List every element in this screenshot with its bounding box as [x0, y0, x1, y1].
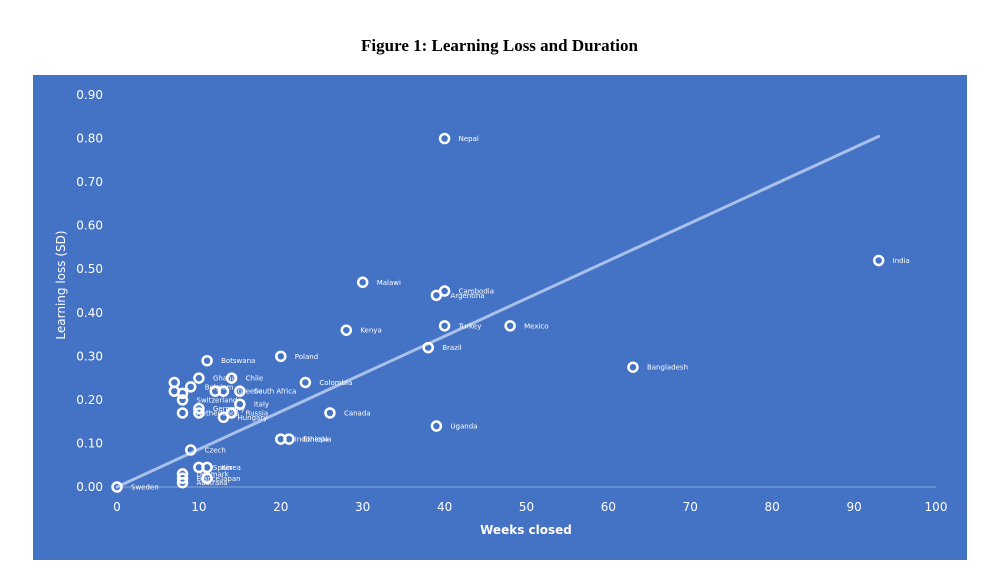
x-tick-label: 40 [437, 500, 452, 514]
data-point-label: Hungary [237, 414, 267, 422]
data-point-label: Cambodia [459, 288, 494, 296]
x-axis-title: Weeks closed [480, 523, 572, 537]
data-point-label: Sweden [131, 484, 159, 492]
data-point-label: Ethiopia [303, 436, 332, 444]
data-point [193, 372, 205, 384]
data-point [438, 320, 451, 332]
y-axis-title: Learning loss (SD) [54, 230, 68, 339]
x-tick-label: 0 [113, 500, 121, 514]
data-point-label: Netherlands [197, 409, 240, 417]
data-point [193, 402, 205, 415]
data-point [234, 398, 246, 410]
data-point [340, 324, 353, 336]
data-point [324, 407, 336, 419]
trendline [115, 134, 881, 489]
data-point [283, 433, 295, 445]
y-tick-label: 0.20 [76, 393, 103, 407]
data-point [299, 376, 312, 389]
y-axis-ticks: 0.00 0.10 0.20 0.30 0.40 0.50 0.60 0.70 0.80 0.90 [76, 88, 103, 494]
data-point [184, 381, 197, 393]
scatter-chart: 0.00 0.10 0.20 0.30 0.40 0.50 0.60 0.70 0.80 0.90… [54, 88, 947, 537]
data-point [430, 420, 443, 432]
data-point-label: Mexico [524, 322, 548, 330]
data-point [225, 372, 238, 384]
x-tick-label: 30 [355, 500, 370, 514]
data-point-label: Indonesia [295, 436, 329, 444]
data-point [422, 341, 434, 354]
data-point [504, 320, 516, 332]
data-point-label: Argentina [450, 292, 484, 300]
data-point [111, 481, 123, 493]
x-tick-label: 20 [273, 500, 288, 514]
data-point-label: Australia [197, 479, 228, 487]
data-point-label: Chile [246, 375, 264, 383]
x-tick-label: 10 [191, 500, 206, 514]
x-tick-label: 60 [601, 500, 616, 514]
data-point-label: France [197, 475, 220, 483]
data-point-label: Italy [254, 401, 269, 409]
chart-panel: 0.00 0.10 0.20 0.30 0.40 0.50 0.60 0.70 0.80 0.90… [33, 75, 967, 560]
y-tick-label: 0.70 [76, 175, 103, 189]
y-tick-label: 0.10 [76, 436, 103, 450]
data-point [872, 254, 885, 267]
data-point [234, 385, 246, 397]
data-point [184, 444, 197, 456]
data-point-label: Canada [344, 409, 371, 417]
data-point-label: South Africa [254, 388, 297, 396]
data-point-label: Brazil [442, 344, 462, 352]
data-point-label: Botswana [221, 357, 255, 365]
data-point [201, 354, 213, 367]
y-tick-label: 0.60 [76, 219, 103, 233]
data-point [176, 387, 189, 400]
data-point [176, 407, 189, 419]
data-point [217, 385, 230, 397]
data-point [201, 461, 213, 474]
y-tick-label: 0.40 [76, 306, 103, 320]
data-point-label: Kenya [360, 327, 381, 335]
y-tick-label: 0.30 [76, 349, 103, 363]
data-point [176, 476, 189, 489]
data-point-label: Korea [221, 464, 241, 472]
data-point-label: Denmark [197, 470, 230, 478]
data-point-label: Ghana [213, 375, 236, 383]
x-tick-label: 80 [765, 500, 780, 514]
data-point [627, 361, 639, 373]
data-point [193, 407, 205, 419]
data-point-label: Greece [237, 388, 262, 396]
y-tick-label: 0.90 [76, 88, 103, 102]
data-point-label: Uganda [450, 423, 477, 431]
x-tick-label: 50 [519, 500, 534, 514]
figure-title: Figure 1: Learning Loss and Duration [361, 36, 638, 55]
x-axis-ticks: 0 10 20 30 40 50 60 70 80 90 100 [113, 500, 947, 514]
data-point-label: Switzerland [197, 396, 238, 404]
y-tick-label: 0.00 [76, 480, 103, 494]
y-tick-label: 0.80 [76, 132, 103, 146]
data-point [217, 411, 230, 424]
data-point [176, 472, 189, 485]
data-point-label: Bangladesh [647, 364, 688, 372]
data-point-label: Czech [205, 446, 226, 454]
data-point [201, 472, 213, 485]
x-tick-label: 70 [683, 500, 698, 514]
data-point-label: Japan [220, 475, 241, 483]
data-point [438, 132, 451, 145]
data-point-label: Malawi [377, 279, 401, 287]
data-point-label: Russia [246, 409, 269, 417]
x-tick-label: 90 [846, 500, 861, 514]
x-tick-label: 100 [925, 500, 948, 514]
data-point-label: India [893, 257, 910, 265]
data-point-label: Nepal [459, 135, 479, 143]
data-point [356, 276, 369, 289]
data-point-label: Spain [213, 464, 233, 472]
data-point-label: Poland [295, 353, 318, 361]
y-tick-label: 0.50 [76, 262, 103, 276]
data-point [430, 289, 443, 302]
data-point-label: Colombia [319, 379, 352, 387]
data-point [275, 350, 287, 363]
data-point [176, 394, 189, 406]
data-point-label: Turkey [458, 322, 482, 330]
